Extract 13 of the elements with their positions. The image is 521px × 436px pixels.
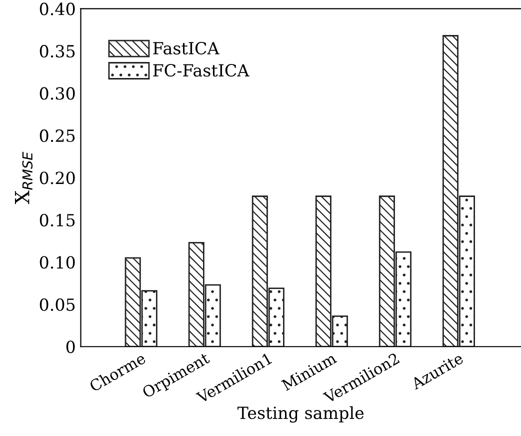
y-tick-label: 0.10 — [40, 256, 75, 269]
x-axis-title: Testing sample — [237, 406, 364, 423]
y-tick-label: 0.40 — [40, 2, 75, 16]
y-tick-label: 0.25 — [40, 129, 75, 142]
y-tick-label: 0.35 — [40, 44, 75, 58]
y-tick-label: 0.30 — [40, 87, 75, 100]
y-tick-label: 0.05 — [40, 298, 75, 311]
y-tick-label: 0.20 — [40, 172, 75, 184]
y-tick-label: 0 — [66, 340, 75, 354]
legend-label: FC-FastICA — [153, 64, 250, 77]
legend-label: FastICA — [153, 42, 220, 55]
y-axis-title: X$_{RMSE}$ — [14, 152, 33, 204]
y-tick-label: 0.15 — [40, 214, 75, 226]
